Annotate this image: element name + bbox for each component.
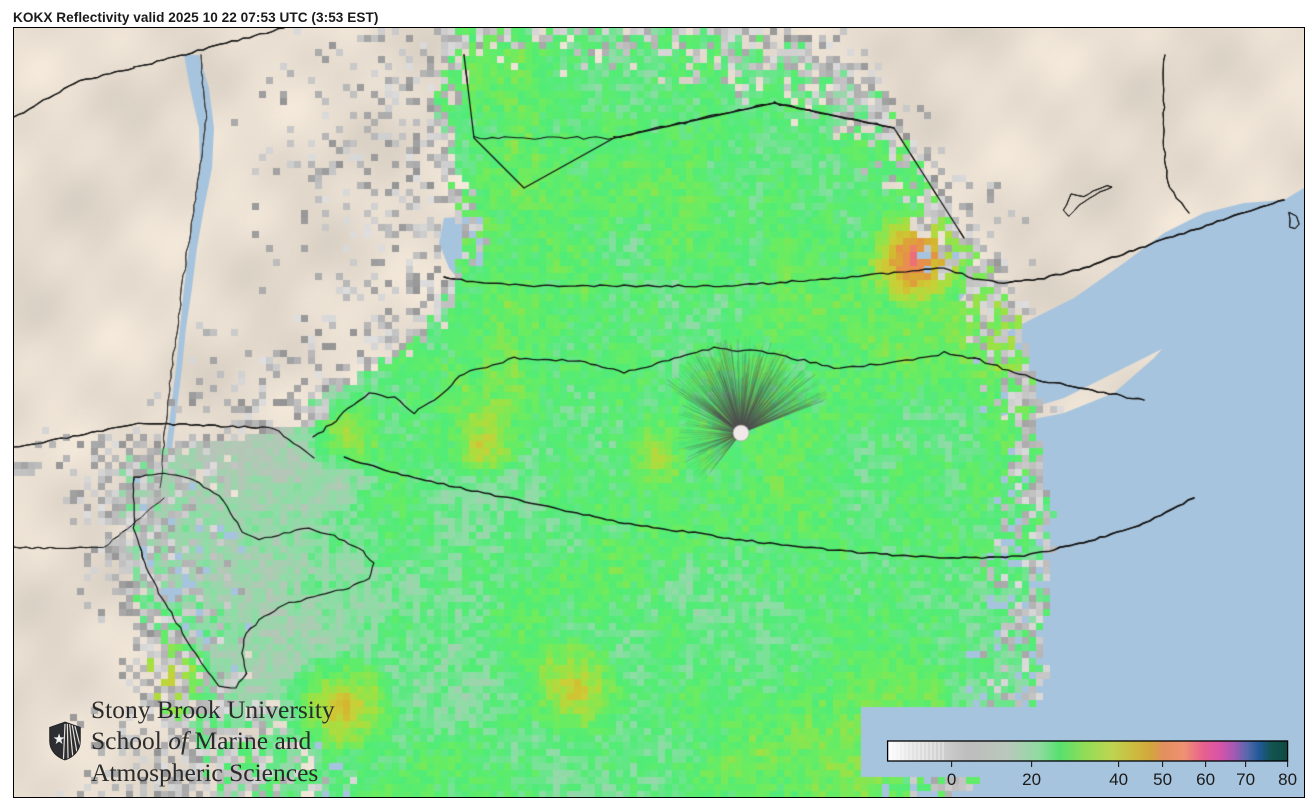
svg-text:70: 70 xyxy=(1236,770,1255,789)
svg-text:0: 0 xyxy=(947,770,956,789)
svg-text:80: 80 xyxy=(1278,770,1297,789)
svg-text:20: 20 xyxy=(1022,770,1041,789)
svg-text:40: 40 xyxy=(1109,770,1128,789)
svg-text:60: 60 xyxy=(1196,770,1215,789)
svg-text:50: 50 xyxy=(1153,770,1172,789)
